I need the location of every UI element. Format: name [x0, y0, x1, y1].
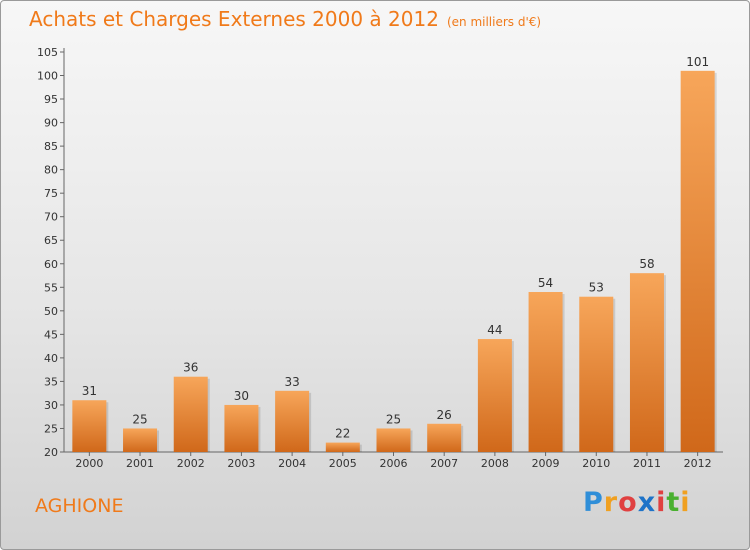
logo-letter: P [583, 487, 604, 518]
bar-2000 [72, 400, 107, 452]
data-label: 53 [589, 281, 604, 295]
x-tick-label: 2001 [126, 457, 154, 470]
x-tick-label: 2004 [278, 457, 306, 470]
bar-2004 [275, 390, 310, 452]
x-tick-label: 2003 [227, 457, 255, 470]
bar-2006 [376, 428, 411, 452]
logo-letter: t [666, 487, 681, 518]
x-tick-label: 2012 [684, 457, 712, 470]
x-tick-label: 2006 [380, 457, 408, 470]
bar-2010 [579, 296, 614, 452]
logo-letter: i [656, 487, 667, 518]
y-tick-label: 20 [44, 446, 58, 459]
y-tick-label: 70 [44, 211, 58, 224]
data-label: 22 [335, 427, 350, 441]
y-tick-label: 85 [44, 140, 58, 153]
chart-subtitle: (en milliers d'€) [446, 15, 542, 29]
y-tick-label: 40 [44, 352, 58, 365]
chart-title-text: Achats et Charges Externes 2000 à 2012 [29, 7, 439, 31]
data-label: 30 [234, 389, 249, 403]
data-label: 36 [183, 361, 198, 375]
y-tick-label: 55 [44, 281, 58, 294]
data-label: 25 [132, 412, 147, 426]
chart-bars [72, 70, 717, 452]
bar-2007 [427, 423, 462, 452]
x-tick-label: 2002 [177, 457, 205, 470]
bar-2002 [173, 376, 208, 452]
y-tick-label: 60 [44, 258, 58, 271]
bar-2008 [477, 339, 512, 452]
data-label: 101 [686, 55, 709, 69]
chart-title: Achats et Charges Externes 2000 à 2012 (e… [29, 7, 541, 31]
logo-letter: x [637, 487, 657, 518]
data-label: 44 [487, 323, 502, 337]
data-label: 33 [284, 375, 299, 389]
y-tick-label: 50 [44, 305, 58, 318]
bar-2011 [629, 273, 664, 452]
y-tick-label: 45 [44, 328, 58, 341]
x-tick-label: 2011 [633, 457, 661, 470]
data-label: 26 [437, 408, 452, 422]
logo-letter: i [680, 487, 691, 518]
y-tick-label: 65 [44, 234, 58, 247]
x-tick-label: 2009 [532, 457, 560, 470]
x-tick-label: 2005 [329, 457, 357, 470]
y-tick-label: 35 [44, 375, 58, 388]
bar-2009 [528, 292, 563, 452]
data-label: 31 [82, 384, 97, 398]
bar-2005 [325, 442, 360, 452]
bar-2003 [224, 404, 259, 452]
x-tick-label: 2007 [430, 457, 458, 470]
y-tick-label: 75 [44, 187, 58, 200]
chart-labels: 31 2000 25 2001 36 2002 30 2003 33 2004 22 2005 25 20… [75, 55, 711, 470]
commune-name: AGHIONE [35, 495, 124, 517]
x-tick-label: 2000 [75, 457, 103, 470]
y-tick-label: 105 [37, 46, 58, 59]
data-label: 25 [386, 412, 401, 426]
y-tick-label: 80 [44, 164, 58, 177]
y-tick-label: 25 [44, 422, 58, 435]
bar-2001 [123, 428, 158, 452]
y-tick-label: 100 [37, 70, 58, 83]
x-tick-label: 2010 [582, 457, 610, 470]
logo-letter: o [618, 487, 638, 518]
x-tick-label: 2008 [481, 457, 509, 470]
chart-axes: 20 25 30 35 40 45 50 55 60 65 70 75 80 85 90 95 100 105 [37, 46, 723, 459]
data-label: 58 [639, 257, 654, 271]
logo-letter: r [603, 487, 619, 518]
y-tick-label: 30 [44, 399, 58, 412]
proxiti-logo: Proxiti [583, 487, 691, 518]
bar-2012 [680, 70, 715, 452]
y-tick-label: 90 [44, 117, 58, 130]
data-label: 54 [538, 276, 553, 290]
y-tick-label: 95 [44, 93, 58, 106]
